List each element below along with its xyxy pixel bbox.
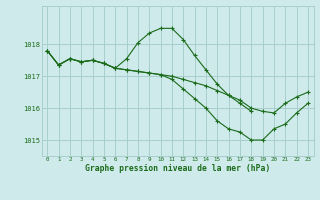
X-axis label: Graphe pression niveau de la mer (hPa): Graphe pression niveau de la mer (hPa) [85,164,270,173]
